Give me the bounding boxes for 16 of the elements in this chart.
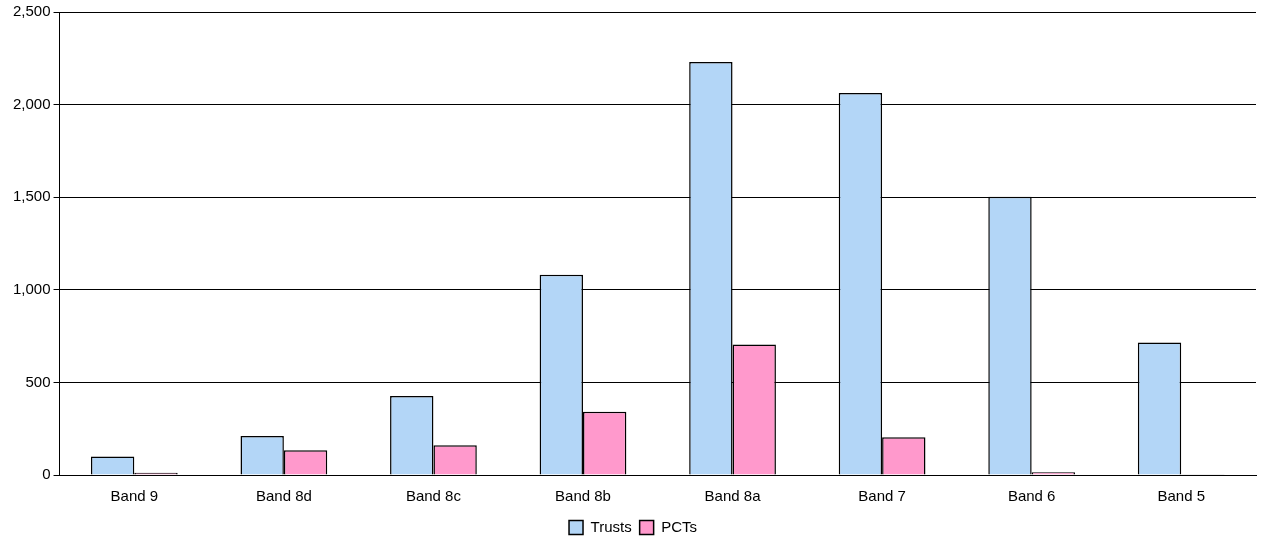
y-tick-label: 500 <box>25 372 51 390</box>
x-tick-label: Band 8b <box>555 487 611 505</box>
x-tick-label: Band 9 <box>110 487 159 505</box>
y-tick-label: 1,000 <box>12 279 51 297</box>
y-tick-label: 2,500 <box>12 2 51 20</box>
legend-label: Trusts <box>590 517 632 535</box>
x-tick-label: Band 8a <box>704 487 762 505</box>
x-tick-label: Band 7 <box>858 487 906 505</box>
y-tick-label: 0 <box>42 465 51 483</box>
x-tick-label: Band 5 <box>1157 487 1205 505</box>
legend-label: PCTs <box>661 517 697 535</box>
y-tick-label: 1,500 <box>12 187 51 205</box>
y-tick-label: 2,000 <box>12 94 51 112</box>
x-tick-label: Band 6 <box>1007 487 1056 505</box>
x-tick-label: Band 8c <box>405 487 462 505</box>
x-tick-label: Band 8d <box>255 487 312 505</box>
